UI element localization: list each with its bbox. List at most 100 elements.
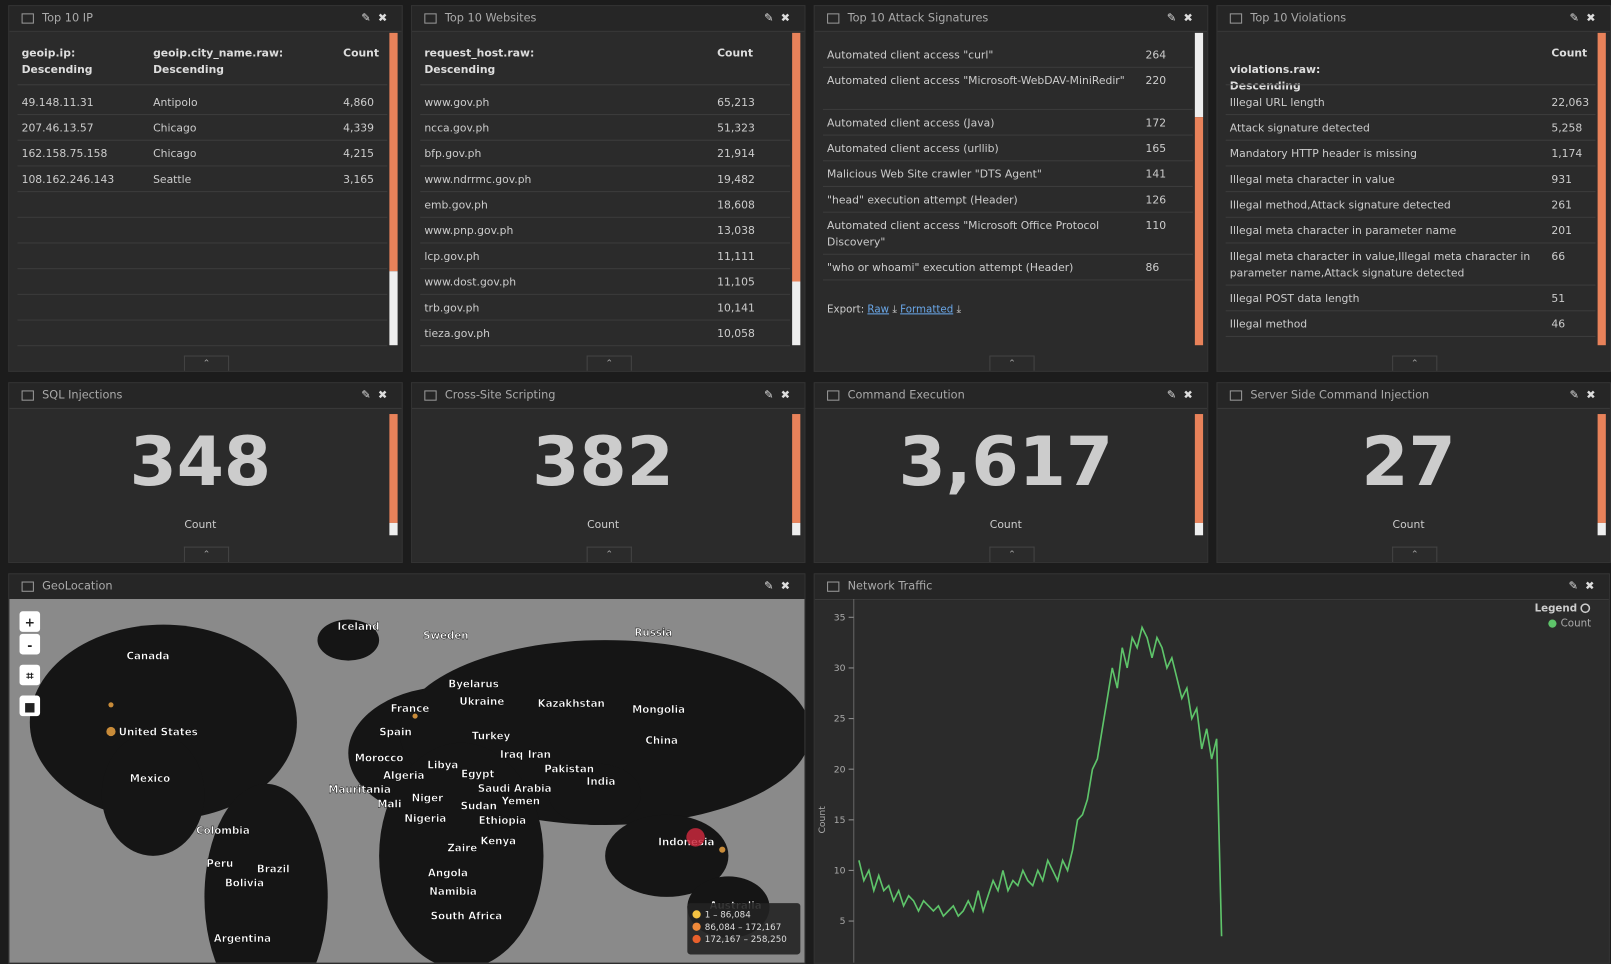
export-label: Export: bbox=[827, 304, 865, 316]
scrollbar-thumb bbox=[792, 522, 801, 536]
edit-button[interactable]: ✎ bbox=[1166, 388, 1177, 402]
panel: GeoLocation ✎ ✖ Iceland Sweden Russia Canada By… bbox=[8, 573, 806, 964]
edit-button[interactable]: ✎ bbox=[1569, 11, 1580, 25]
landmass bbox=[379, 742, 544, 963]
close-button[interactable]: ✖ bbox=[377, 388, 388, 402]
edit-button[interactable]: ✎ bbox=[764, 11, 774, 25]
panel-icon bbox=[21, 581, 34, 592]
table-cell: 11,105 bbox=[717, 276, 755, 289]
table-cell: 108.162.246.143 bbox=[21, 173, 115, 186]
legend-swatch bbox=[692, 934, 701, 944]
collapse-tab[interactable]: ⌃ bbox=[183, 546, 230, 562]
table-cell: 4,339 bbox=[343, 122, 375, 135]
country-label: Sweden bbox=[423, 630, 468, 642]
close-button[interactable]: ✖ bbox=[1586, 388, 1596, 402]
map-control[interactable] bbox=[19, 611, 41, 632]
close-button[interactable]: ✖ bbox=[780, 11, 791, 25]
column-header: Count bbox=[1551, 47, 1588, 60]
panel-title: Top 10 Attack Signatures bbox=[847, 11, 989, 25]
export-link[interactable]: Raw bbox=[867, 304, 890, 316]
panel: Top 10 IP ✎ ✖ ⌃ geoip.ip: Descending geoip.ci… bbox=[8, 5, 403, 372]
country-label: Ukraine bbox=[459, 696, 504, 708]
table-cell: Automated client access "Microsoft-WebDA… bbox=[827, 75, 1125, 88]
map-control[interactable] bbox=[19, 695, 41, 717]
panel-title: Top 10 Websites bbox=[444, 11, 537, 25]
line-chart: 5 10 15 20 25 30 35 Count Legend Count bbox=[817, 598, 1591, 963]
y-tick-label: 5 bbox=[840, 916, 846, 927]
edit-button[interactable]: ✎ bbox=[1568, 579, 1579, 593]
edit-button[interactable]: ✎ bbox=[1166, 11, 1177, 25]
legend-toggle[interactable] bbox=[1580, 603, 1591, 614]
table-cell: 11,111 bbox=[717, 250, 755, 264]
export-link[interactable]: Formatted bbox=[900, 304, 954, 316]
y-axis-label: Count bbox=[817, 806, 828, 834]
metric-value: 382 bbox=[532, 422, 674, 502]
table-cell: 46 bbox=[1551, 318, 1566, 331]
table-cell: trb.gov.ph bbox=[424, 302, 480, 315]
landmass bbox=[101, 732, 205, 856]
country-label: Kazakhstan bbox=[538, 698, 605, 710]
collapse-tab[interactable]: ⌃ bbox=[183, 355, 230, 371]
close-button[interactable]: ✖ bbox=[377, 11, 388, 25]
y-tick-label: 15 bbox=[834, 815, 846, 826]
close-button[interactable]: ✖ bbox=[780, 388, 791, 402]
table-cell: 18,608 bbox=[717, 199, 755, 212]
export: Export: Raw ⤓ Formatted ⤓ bbox=[827, 304, 962, 316]
table-cell: 10,141 bbox=[717, 302, 755, 315]
row-line bbox=[822, 211, 1193, 213]
country-label: Mauritania bbox=[328, 784, 391, 796]
table-cell: Chicago bbox=[153, 147, 197, 161]
legend-swatch bbox=[692, 910, 701, 919]
close-button[interactable]: ✖ bbox=[1183, 388, 1193, 402]
table-cell: 51,323 bbox=[717, 122, 755, 135]
landmass bbox=[29, 624, 297, 820]
y-tick-label: 35 bbox=[834, 612, 846, 623]
scrollbar-thumb bbox=[1194, 117, 1204, 346]
panel: Network Traffic ✎ ✖ 5 10 15 20 25 30 35 Count Legen… bbox=[813, 573, 1610, 964]
header-line bbox=[1225, 84, 1596, 86]
country-label: Angola bbox=[428, 867, 468, 879]
panel-icon bbox=[827, 581, 840, 592]
table-cell: 220 bbox=[1145, 75, 1167, 88]
panel-icon bbox=[1229, 390, 1243, 401]
country-label: Iceland bbox=[338, 621, 380, 633]
edit-button[interactable]: ✎ bbox=[361, 388, 371, 402]
row-line bbox=[822, 185, 1193, 187]
table-cell: 65,213 bbox=[717, 96, 755, 109]
country-label: Iran bbox=[528, 749, 551, 761]
panel-header: SQL Injections ✎ ✖ bbox=[9, 383, 402, 409]
table-cell: Chicago bbox=[153, 122, 197, 135]
scrollbar-thumb bbox=[792, 281, 801, 346]
column-header: geoip.city_name.raw: Descending bbox=[153, 47, 284, 77]
edit-button[interactable]: ✎ bbox=[764, 388, 774, 402]
panel-icon bbox=[1229, 13, 1243, 24]
scrollbar-thumb bbox=[389, 522, 398, 536]
close-button[interactable]: ✖ bbox=[780, 579, 791, 593]
collapse-tab[interactable]: ⌃ bbox=[586, 546, 632, 562]
panel: Command Execution ✎ ✖ ⌃ 3,617 Count bbox=[813, 382, 1209, 564]
collapse-tab[interactable]: ⌃ bbox=[989, 546, 1035, 562]
collapse-tab[interactable]: ⌃ bbox=[989, 355, 1035, 371]
panel-header: Cross-Site Scripting ✎ ✖ bbox=[411, 383, 805, 409]
edit-button[interactable]: ✎ bbox=[764, 579, 774, 593]
table-cell: 126 bbox=[1145, 194, 1167, 207]
close-button[interactable]: ✖ bbox=[1183, 11, 1193, 25]
country-label: Nigeria bbox=[404, 813, 446, 825]
table-cell: lcp.gov.ph bbox=[424, 250, 480, 264]
map-control[interactable] bbox=[19, 664, 41, 686]
collapse-tab[interactable]: ⌃ bbox=[586, 355, 632, 371]
close-button[interactable]: ✖ bbox=[1586, 11, 1596, 25]
close-button[interactable]: ✖ bbox=[1585, 579, 1595, 593]
panel-header: Command Execution ✎ ✖ bbox=[814, 383, 1208, 409]
edit-button[interactable]: ✎ bbox=[361, 11, 371, 25]
collapse-tab[interactable]: ⌃ bbox=[1392, 355, 1438, 371]
edit-button[interactable]: ✎ bbox=[1569, 388, 1580, 402]
collapse-tab[interactable]: ⌃ bbox=[1392, 546, 1438, 562]
country-label: Sudan bbox=[461, 801, 497, 813]
legend-title: Legend bbox=[1535, 602, 1577, 614]
table-cell: Seattle bbox=[153, 173, 192, 186]
map-control[interactable] bbox=[19, 633, 41, 655]
row-line bbox=[822, 66, 1193, 68]
row-line bbox=[1225, 139, 1596, 141]
row-line bbox=[17, 139, 388, 141]
